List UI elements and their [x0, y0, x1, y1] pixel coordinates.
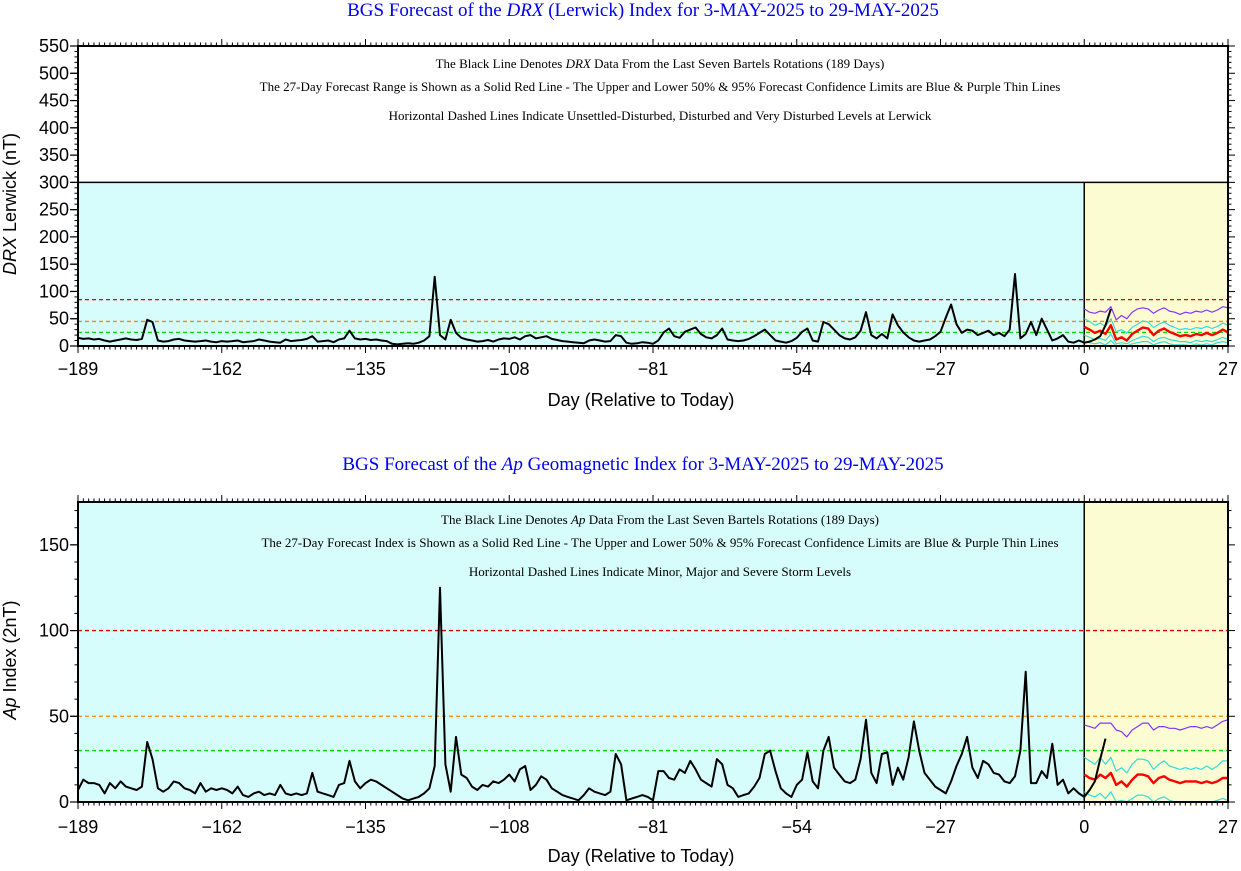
y-axis-label-1: Ap Index (2nT): [0, 600, 20, 720]
past-region-1: [78, 502, 1085, 802]
xtick-label-1-0: 0: [1079, 817, 1089, 837]
chart-note-1-0-part-0: The Black Line Denotes: [441, 512, 571, 527]
ytick-label-1-150: 150: [39, 535, 69, 555]
chart-title-1-part-0: BGS Forecast of the: [342, 454, 501, 475]
ytick-label-0-200: 200: [39, 227, 69, 247]
chart-title-1-part-1: Ap: [500, 454, 523, 475]
ytick-label-0-100: 100: [39, 281, 69, 301]
chart-title-0-part-0: BGS Forecast of the: [347, 0, 506, 21]
series-upper95-1: [1084, 719, 1229, 738]
chart-title-0: BGS Forecast of the DRX (Lerwick) Index …: [347, 0, 939, 21]
series-upper50-1: [1083, 756, 1228, 774]
ytick-label-0-250: 250: [39, 200, 69, 220]
chart-note-0-2-part-0: Horizontal Dashed Lines Indicate Unsettl…: [389, 108, 932, 123]
chart-1: BGS Forecast of the Ap Geomagnetic Index…: [0, 454, 1238, 866]
past-region-0: [78, 182, 1085, 346]
y-axis-label-1-part-1: Index (2nT): [0, 600, 20, 697]
chart-note-1-2: Horizontal Dashed Lines Indicate Minor, …: [469, 564, 851, 579]
ytick-label-1-100: 100: [39, 621, 69, 641]
xtick-label-0--81: −81: [638, 359, 669, 379]
chart-note-1-1-part-0: The 27-Day Forecast Index is Shown as a …: [261, 535, 1058, 550]
x-axis-label-0: Day (Relative to Today): [548, 390, 735, 410]
ytick-label-1-0: 0: [59, 792, 69, 812]
xtick-label-1--27: −27: [925, 817, 956, 837]
series-observed-0: [77, 273, 1112, 346]
ytick-label-0-300: 300: [39, 172, 69, 192]
chart-note-1-1: The 27-Day Forecast Index is Shown as a …: [261, 535, 1058, 550]
chart-note-0-0: The Black Line Denotes DRX Data From the…: [436, 56, 885, 71]
chart-title-0-part-2: (Lerwick) Index for 3-MAY-2025 to 29-MAY…: [543, 0, 938, 21]
ytick-label-0-0: 0: [59, 336, 69, 356]
ytick-label-0-150: 150: [39, 254, 69, 274]
y-axis-label-1-part-0: Ap: [0, 698, 20, 721]
series-forecast-0: [1083, 324, 1229, 342]
xtick-label-0--135: −135: [345, 359, 386, 379]
y-axis-label-0: DRX Lerwick (nT): [0, 133, 20, 275]
chart-note-0-0-part-1: DRX: [565, 56, 592, 71]
chart-0: BGS Forecast of the DRX (Lerwick) Index …: [0, 0, 1238, 410]
xtick-label-0--162: −162: [201, 359, 242, 379]
ytick-label-0-350: 350: [39, 145, 69, 165]
xtick-label-1--54: −54: [781, 817, 812, 837]
ytick-label-0-550: 550: [39, 36, 69, 56]
series-lower50-0: [1084, 333, 1229, 345]
y-axis-label-0-part-1: Lerwick (nT): [0, 133, 20, 237]
xtick-label-0-27: 27: [1218, 359, 1238, 379]
xtick-label-1--108: −108: [489, 817, 530, 837]
chart-note-0-1: The 27-Day Forecast Range is Shown as a …: [260, 79, 1061, 94]
xtick-label-0-0: 0: [1079, 359, 1089, 379]
chart-note-0-0-part-2: Data From the Last Seven Bartels Rotatio…: [591, 56, 885, 71]
xtick-label-0--108: −108: [489, 359, 530, 379]
xtick-label-1--189: −189: [58, 817, 99, 837]
xtick-label-1--135: −135: [345, 817, 386, 837]
ytick-label-0-400: 400: [39, 118, 69, 138]
y-axis-label-0-part-0: DRX: [0, 236, 20, 275]
xtick-label-1-27: 27: [1218, 817, 1238, 837]
xtick-label-0--27: −27: [925, 359, 956, 379]
chart-note-0-0-part-0: The Black Line Denotes: [436, 56, 566, 71]
chart-note-1-2-part-0: Horizontal Dashed Lines Indicate Minor, …: [469, 564, 851, 579]
chart-note-0-2: Horizontal Dashed Lines Indicate Unsettl…: [389, 108, 932, 123]
ytick-label-0-500: 500: [39, 63, 69, 83]
chart-note-0-1-part-0: The 27-Day Forecast Range is Shown as a …: [260, 79, 1061, 94]
xtick-label-0--54: −54: [781, 359, 812, 379]
ytick-label-0-50: 50: [49, 309, 69, 329]
series-observed-1: [77, 586, 1107, 802]
chart-title-0-part-1: DRX: [506, 0, 545, 21]
xtick-label-0--189: −189: [58, 359, 99, 379]
xtick-label-1--162: −162: [201, 817, 242, 837]
xtick-label-1--81: −81: [638, 817, 669, 837]
chart-title-1-part-2: Geomagnetic Index for 3-MAY-2025 to 29-M…: [523, 454, 944, 475]
chart-note-1-0: The Black Line Denotes Ap Data From the …: [441, 512, 879, 527]
chart-note-1-0-part-1: Ap: [570, 512, 586, 527]
series-upper95-0: [1083, 306, 1229, 321]
ytick-label-0-450: 450: [39, 91, 69, 111]
chart-note-1-0-part-2: Data From the Last Seven Bartels Rotatio…: [585, 512, 879, 527]
chart-title-1: BGS Forecast of the Ap Geomagnetic Index…: [342, 454, 943, 475]
series-upper50-0: [1084, 318, 1229, 334]
forecast-region-1: [1084, 502, 1228, 802]
ytick-label-1-50: 50: [49, 706, 69, 726]
series-forecast-1: [1083, 771, 1228, 788]
x-axis-label-1: Day (Relative to Today): [548, 846, 735, 866]
series-lower95-0: [1084, 339, 1229, 347]
